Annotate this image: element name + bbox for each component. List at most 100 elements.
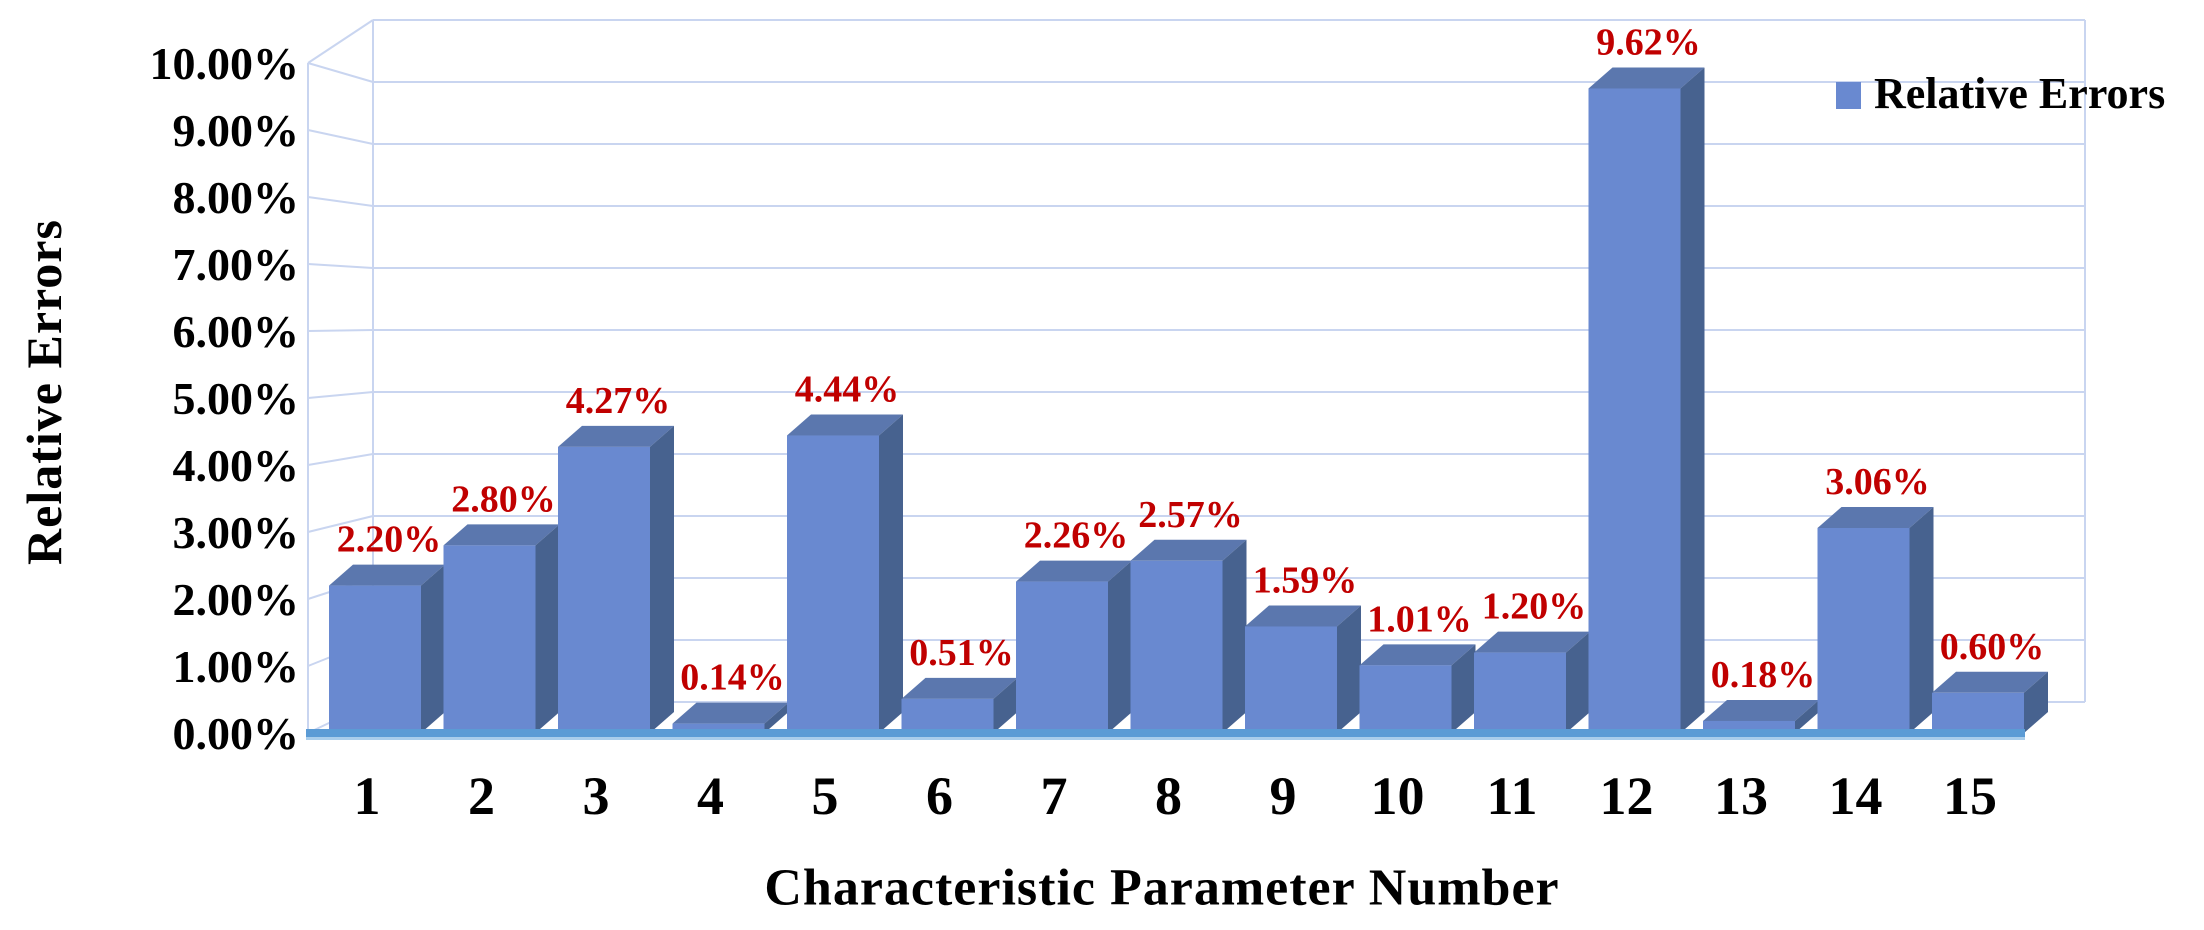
y-tick-label: 5.00% bbox=[173, 373, 300, 424]
side-wall-slant bbox=[307, 453, 374, 466]
bar bbox=[672, 723, 765, 733]
x-category-label: 5 bbox=[812, 766, 839, 826]
bar-side-face bbox=[421, 564, 445, 733]
bar-top-face bbox=[1588, 67, 1705, 89]
bar-data-label: 1.59% bbox=[1253, 559, 1358, 601]
bar-data-label: 2.80% bbox=[451, 478, 556, 520]
bar-data-label: 4.44% bbox=[795, 369, 900, 411]
bar-data-label: 3.06% bbox=[1825, 461, 1930, 503]
y-tick-label: 2.00% bbox=[173, 574, 300, 625]
bar-side-face bbox=[1222, 539, 1247, 733]
bar-side-face bbox=[535, 524, 560, 733]
bar-data-label: 0.18% bbox=[1711, 654, 1816, 696]
x-category-label: 4 bbox=[697, 766, 724, 826]
bar-side-face bbox=[764, 702, 789, 733]
bar-side-face bbox=[1451, 644, 1476, 733]
bar bbox=[1474, 652, 1566, 733]
bar bbox=[329, 585, 421, 733]
bar-side-face bbox=[1680, 67, 1705, 733]
x-category-label: 8 bbox=[1155, 766, 1182, 826]
side-wall-top-slant bbox=[307, 19, 374, 64]
bar bbox=[1245, 626, 1337, 733]
bar-top-face bbox=[1703, 699, 1819, 721]
legend-label: Relative Errors bbox=[1874, 69, 2166, 118]
bar-side-face bbox=[1566, 631, 1590, 733]
bar-top-face bbox=[558, 425, 674, 447]
side-wall-slant bbox=[307, 196, 374, 207]
y-tick-label: 4.00% bbox=[173, 440, 300, 491]
bar-side-face bbox=[993, 677, 1018, 733]
bar-data-label: 9.62% bbox=[1596, 21, 1701, 63]
bar-data-label: 0.60% bbox=[1940, 626, 2045, 668]
x-category-label: 13 bbox=[1714, 766, 1768, 826]
bar-side-face bbox=[1909, 506, 1934, 733]
side-wall-slant bbox=[307, 263, 374, 269]
x-category-label: 9 bbox=[1270, 766, 1297, 826]
bar bbox=[1359, 665, 1452, 733]
bar-top-face bbox=[901, 677, 1018, 699]
bar-top-face bbox=[1474, 631, 1590, 653]
side-wall-slant bbox=[307, 62, 374, 83]
bar-side-face bbox=[2024, 671, 2048, 733]
bar-data-label: 2.26% bbox=[1024, 515, 1129, 557]
side-wall-slant bbox=[307, 329, 374, 332]
legend-swatch-icon bbox=[1836, 81, 1861, 109]
y-tick-label: 10.00% bbox=[150, 38, 300, 89]
bar-data-label: 2.20% bbox=[337, 519, 442, 561]
bar-data-label: 0.51% bbox=[909, 632, 1014, 674]
bar bbox=[1817, 527, 1910, 733]
bar bbox=[443, 545, 536, 733]
floor-line-highlight bbox=[306, 737, 2025, 740]
y-tick-label: 0.00% bbox=[173, 708, 300, 759]
bar bbox=[558, 446, 650, 733]
x-category-label: 7 bbox=[1041, 766, 1068, 826]
bar-top-face bbox=[443, 524, 560, 546]
bar-top-face bbox=[1359, 644, 1476, 666]
x-category-label: 10 bbox=[1371, 766, 1425, 826]
x-category-label: 1 bbox=[354, 766, 381, 826]
bar-side-face bbox=[1108, 560, 1132, 733]
bar bbox=[1932, 692, 2024, 733]
y-tick-label: 7.00% bbox=[173, 239, 300, 290]
bar-data-label: 0.14% bbox=[680, 657, 785, 699]
floor-line bbox=[306, 729, 2025, 737]
bar bbox=[1016, 581, 1108, 733]
bar-data-label: 1.01% bbox=[1367, 598, 1472, 640]
y-axis-title: Relative Errors bbox=[16, 219, 72, 565]
x-category-label: 6 bbox=[926, 766, 953, 826]
y-tick-label: 1.00% bbox=[173, 641, 300, 692]
side-wall-slant bbox=[307, 391, 374, 399]
bar-top-face bbox=[787, 414, 903, 436]
y-tick-label: 3.00% bbox=[173, 507, 300, 558]
bar bbox=[1588, 88, 1681, 733]
bar-data-label: 1.20% bbox=[1482, 586, 1587, 628]
bar-data-label: 4.27% bbox=[566, 380, 671, 422]
bar-top-face bbox=[329, 564, 445, 586]
bar bbox=[901, 698, 994, 733]
bar-side-face bbox=[650, 425, 674, 733]
bar-top-face bbox=[1932, 671, 2048, 693]
bar-top-face bbox=[1245, 605, 1361, 627]
x-category-label: 11 bbox=[1486, 766, 1537, 826]
bar bbox=[787, 435, 879, 733]
y-tick-label: 9.00% bbox=[173, 105, 300, 156]
legend: Relative Errors bbox=[1836, 72, 2165, 116]
bar-top-face bbox=[1130, 539, 1247, 561]
side-wall-slant bbox=[307, 129, 374, 145]
x-category-label: 15 bbox=[1943, 766, 1997, 826]
x-category-label: 2 bbox=[468, 766, 495, 826]
bar-side-face bbox=[1795, 699, 1819, 733]
bar-top-face bbox=[1817, 506, 1934, 528]
bar-side-face bbox=[1337, 605, 1361, 733]
bar bbox=[1130, 560, 1223, 733]
x-category-label: 12 bbox=[1600, 766, 1654, 826]
bar-side-face bbox=[879, 414, 903, 733]
bar-data-label: 2.57% bbox=[1138, 494, 1243, 536]
x-category-label: 14 bbox=[1829, 766, 1883, 826]
y-tick-label: 8.00% bbox=[173, 172, 300, 223]
x-category-label: 3 bbox=[583, 766, 610, 826]
y-tick-label: 6.00% bbox=[173, 306, 300, 357]
x-axis-title: Characteristic Parameter Number bbox=[764, 859, 1560, 917]
